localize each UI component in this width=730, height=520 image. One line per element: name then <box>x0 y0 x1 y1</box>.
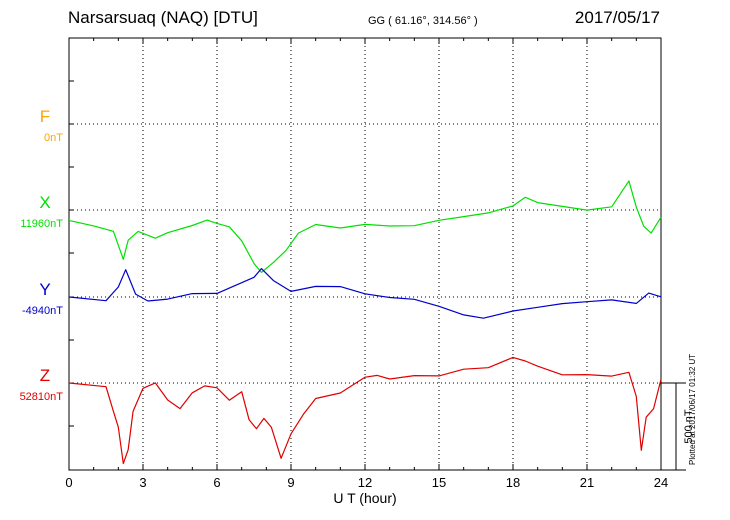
x-tick-label: 21 <box>580 475 594 490</box>
x-tick-label: 9 <box>287 475 294 490</box>
component-name: Z <box>40 366 50 385</box>
axis-ticks: 0 3 6 9 12 15 18 21 24 <box>65 37 668 490</box>
scale-bar-label: 500 nT <box>683 409 695 444</box>
scale-bar: 500 nT <box>661 382 695 471</box>
component-baseline: -4940nT <box>22 305 63 317</box>
component-name: X <box>39 193 50 212</box>
x-tick-label: 24 <box>654 475 668 490</box>
series-line-z <box>68 356 662 465</box>
component-baseline: 0nT <box>44 132 63 144</box>
chart-title: Narsarsuaq (NAQ) [DTU] <box>68 8 258 27</box>
component-baseline: 11960nT <box>20 218 63 230</box>
series-line-x <box>68 180 662 273</box>
component-name: Y <box>39 280 50 299</box>
x-tick-label: 0 <box>65 475 72 490</box>
component-labels: F 0nT X 11960nT Y -4940nT Z 52810nT <box>20 107 64 403</box>
grid <box>69 38 661 470</box>
x-axis-label: U T (hour) <box>333 490 396 506</box>
series-group <box>68 180 662 465</box>
x-tick-label: 6 <box>213 475 220 490</box>
chart-date: 2017/05/17 <box>574 8 660 27</box>
x-tick-label: 15 <box>432 475 446 490</box>
component-baseline: 52810nT <box>20 391 64 403</box>
station-coordinates: GG ( 61.16°, 314.56° ) <box>368 15 478 27</box>
x-tick-label: 18 <box>506 475 520 490</box>
x-tick-label: 12 <box>358 475 372 490</box>
x-tick-label: 3 <box>139 475 146 490</box>
component-name: F <box>40 107 50 126</box>
series-line-y <box>68 268 662 319</box>
plotted-timestamp: Plotted at 2017/06/17 01:32 UT <box>688 353 697 465</box>
